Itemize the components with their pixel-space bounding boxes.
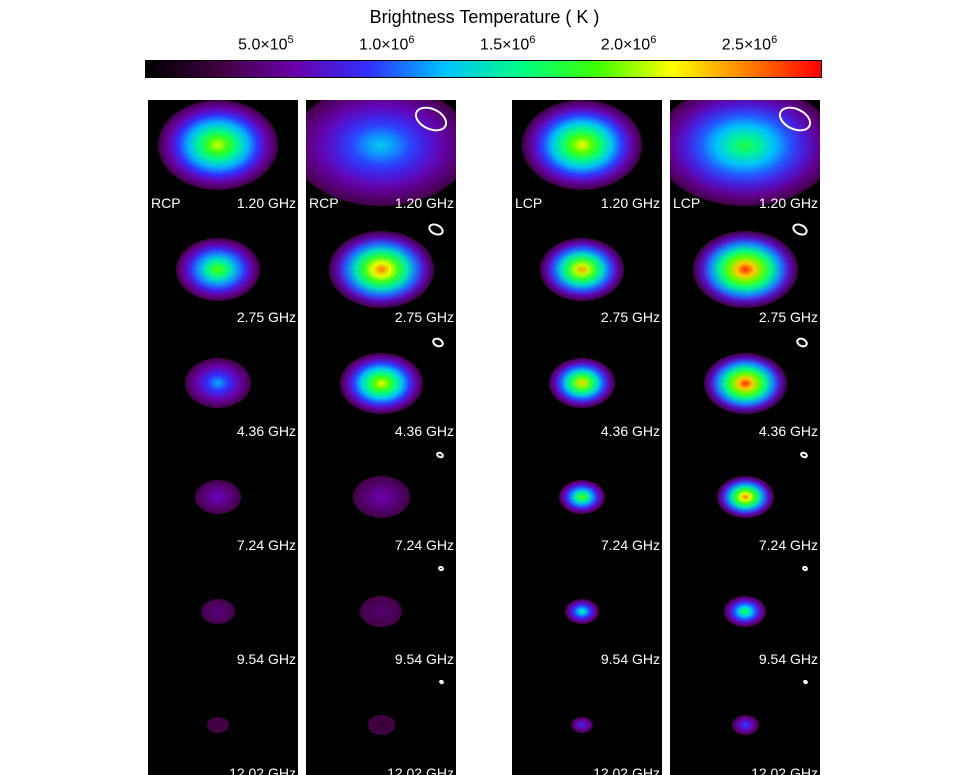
panel-lcp-model: 7.24 GHz bbox=[512, 442, 662, 556]
frequency-label: 1.20 GHz bbox=[758, 195, 818, 211]
frequency-label: 4.36 GHz bbox=[236, 423, 296, 439]
frequency-label: 2.75 GHz bbox=[758, 309, 818, 325]
panel-rcp-model: RCP 1.20 GHz bbox=[148, 100, 298, 214]
polarization-label: RCP bbox=[309, 195, 339, 211]
beam-ellipse bbox=[435, 450, 445, 460]
panel-lcp-convolved: 4.36 GHz bbox=[670, 328, 820, 442]
emission-source bbox=[339, 352, 423, 414]
emission-source bbox=[731, 715, 759, 735]
frequency-label: 1.20 GHz bbox=[236, 195, 296, 211]
frequency-label: 2.75 GHz bbox=[236, 309, 296, 325]
emission-source bbox=[367, 715, 395, 735]
frequency-label: 4.36 GHz bbox=[600, 423, 660, 439]
emission-source bbox=[559, 480, 605, 514]
panel-rcp-model: 9.54 GHz bbox=[148, 556, 298, 670]
emission-source bbox=[724, 595, 766, 627]
beam-ellipse bbox=[799, 450, 809, 460]
frequency-label: 4.36 GHz bbox=[758, 423, 818, 439]
panel-lcp-convolved: 7.24 GHz bbox=[670, 442, 820, 556]
beam-ellipse bbox=[426, 221, 446, 238]
frequency-label: 7.24 GHz bbox=[394, 537, 454, 553]
frequency-label: 12.02 GHz bbox=[387, 765, 454, 775]
panel-lcp-convolved: 12.02 GHz bbox=[670, 670, 820, 775]
beam-ellipse bbox=[790, 221, 810, 238]
panel-rcp-model: 12.02 GHz bbox=[148, 670, 298, 775]
beam-ellipse bbox=[802, 679, 809, 685]
beam-ellipse bbox=[430, 335, 446, 350]
panel-lcp-convolved: LCP 1.20 GHz bbox=[670, 100, 820, 214]
polarization-label: RCP bbox=[151, 195, 181, 211]
panel-rcp-convolved: 7.24 GHz bbox=[306, 442, 456, 556]
frequency-label: 1.20 GHz bbox=[600, 195, 660, 211]
frequency-label: 12.02 GHz bbox=[593, 765, 660, 775]
panel-rcp-convolved: 2.75 GHz bbox=[306, 214, 456, 328]
polarization-label: LCP bbox=[515, 195, 543, 211]
emission-source bbox=[306, 100, 456, 206]
emission-source bbox=[352, 476, 410, 518]
panel-lcp-model: 4.36 GHz bbox=[512, 328, 662, 442]
emission-source bbox=[549, 358, 615, 408]
polarization-label: LCP bbox=[673, 195, 701, 211]
panel-rcp-convolved: 9.54 GHz bbox=[306, 556, 456, 670]
panel-lcp-model: 9.54 GHz bbox=[512, 556, 662, 670]
panel-rcp-convolved: RCP 1.20 GHz bbox=[306, 100, 456, 214]
frequency-label: 2.75 GHz bbox=[394, 309, 454, 325]
frequency-label: 2.75 GHz bbox=[600, 309, 660, 325]
frequency-label: 12.02 GHz bbox=[229, 765, 296, 775]
emission-source bbox=[670, 100, 820, 206]
emission-source bbox=[185, 358, 251, 408]
panel-lcp-model: 12.02 GHz bbox=[512, 670, 662, 775]
colorbar-tick-label: 1.0×106 bbox=[359, 34, 415, 54]
frequency-label: 9.54 GHz bbox=[394, 651, 454, 667]
panel-rcp-convolved: 4.36 GHz bbox=[306, 328, 456, 442]
colorbar bbox=[145, 60, 822, 78]
panel-lcp-convolved: 9.54 GHz bbox=[670, 556, 820, 670]
frequency-label: 12.02 GHz bbox=[751, 765, 818, 775]
emission-source bbox=[201, 598, 235, 624]
colorbar-tick-label: 5.0×105 bbox=[238, 34, 294, 54]
beam-ellipse bbox=[794, 335, 810, 350]
frequency-label: 9.54 GHz bbox=[600, 651, 660, 667]
panel-rcp-model: 7.24 GHz bbox=[148, 442, 298, 556]
emission-source bbox=[176, 237, 260, 301]
emission-source bbox=[328, 230, 434, 308]
frequency-label: 7.24 GHz bbox=[600, 537, 660, 553]
frequency-label: 1.20 GHz bbox=[394, 195, 454, 211]
beam-ellipse bbox=[438, 679, 445, 685]
beam-ellipse bbox=[437, 564, 445, 573]
emission-source bbox=[158, 100, 278, 190]
emission-source bbox=[207, 717, 229, 733]
emission-source bbox=[571, 717, 593, 733]
frequency-label: 7.24 GHz bbox=[758, 537, 818, 553]
emission-source bbox=[565, 598, 599, 624]
frequency-label: 7.24 GHz bbox=[236, 537, 296, 553]
colorbar-title: Brightness Temperature ( K ) bbox=[369, 7, 600, 27]
emission-source bbox=[522, 100, 642, 190]
frequency-label: 4.36 GHz bbox=[394, 423, 454, 439]
emission-source bbox=[195, 480, 241, 514]
panel-rcp-convolved: 12.02 GHz bbox=[306, 670, 456, 775]
colorbar-tick-label: 2.5×106 bbox=[721, 34, 778, 54]
panel-lcp-convolved: 2.75 GHz bbox=[670, 214, 820, 328]
emission-source bbox=[692, 230, 798, 308]
panel-lcp-model: LCP 1.20 GHz bbox=[512, 100, 662, 214]
emission-source bbox=[360, 595, 402, 627]
emission-source bbox=[703, 352, 787, 414]
emission-source bbox=[540, 237, 624, 301]
frequency-label: 9.54 GHz bbox=[236, 651, 296, 667]
beam-ellipse bbox=[801, 564, 809, 573]
emission-source bbox=[716, 476, 774, 518]
panel-lcp-model: 2.75 GHz bbox=[512, 214, 662, 328]
panel-rcp-model: 4.36 GHz bbox=[148, 328, 298, 442]
panel-rcp-model: 2.75 GHz bbox=[148, 214, 298, 328]
colorbar-tick-label: 1.5×106 bbox=[479, 34, 536, 54]
colorbar-tick-label: 2.0×106 bbox=[600, 34, 657, 54]
frequency-label: 9.54 GHz bbox=[758, 651, 818, 667]
